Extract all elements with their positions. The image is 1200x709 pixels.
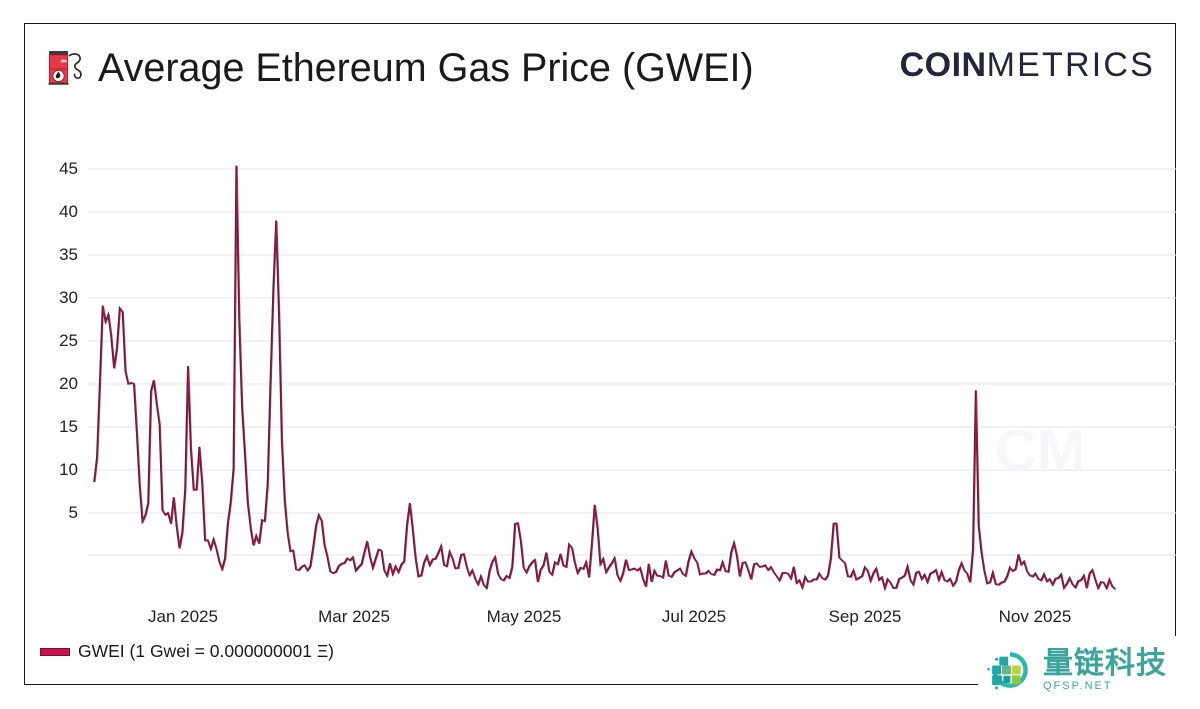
svg-text:35: 35: [59, 245, 78, 264]
svg-text:45: 45: [59, 159, 78, 178]
svg-text:5: 5: [69, 503, 78, 522]
svg-text:CM: CM: [995, 418, 1085, 483]
svg-text:25: 25: [59, 331, 78, 350]
svg-text:15: 15: [59, 417, 78, 436]
svg-text:20: 20: [59, 374, 78, 393]
svg-text:40: 40: [59, 202, 78, 221]
svg-text:Jan 2025: Jan 2025: [148, 607, 218, 626]
svg-text:Mar 2025: Mar 2025: [318, 607, 390, 626]
svg-text:Jul 2025: Jul 2025: [662, 607, 726, 626]
svg-text:Sep 2025: Sep 2025: [829, 607, 902, 626]
svg-text:May 2025: May 2025: [487, 607, 562, 626]
svg-text:30: 30: [59, 288, 78, 307]
svg-text:10: 10: [59, 460, 78, 479]
svg-text:Nov 2025: Nov 2025: [999, 607, 1072, 626]
